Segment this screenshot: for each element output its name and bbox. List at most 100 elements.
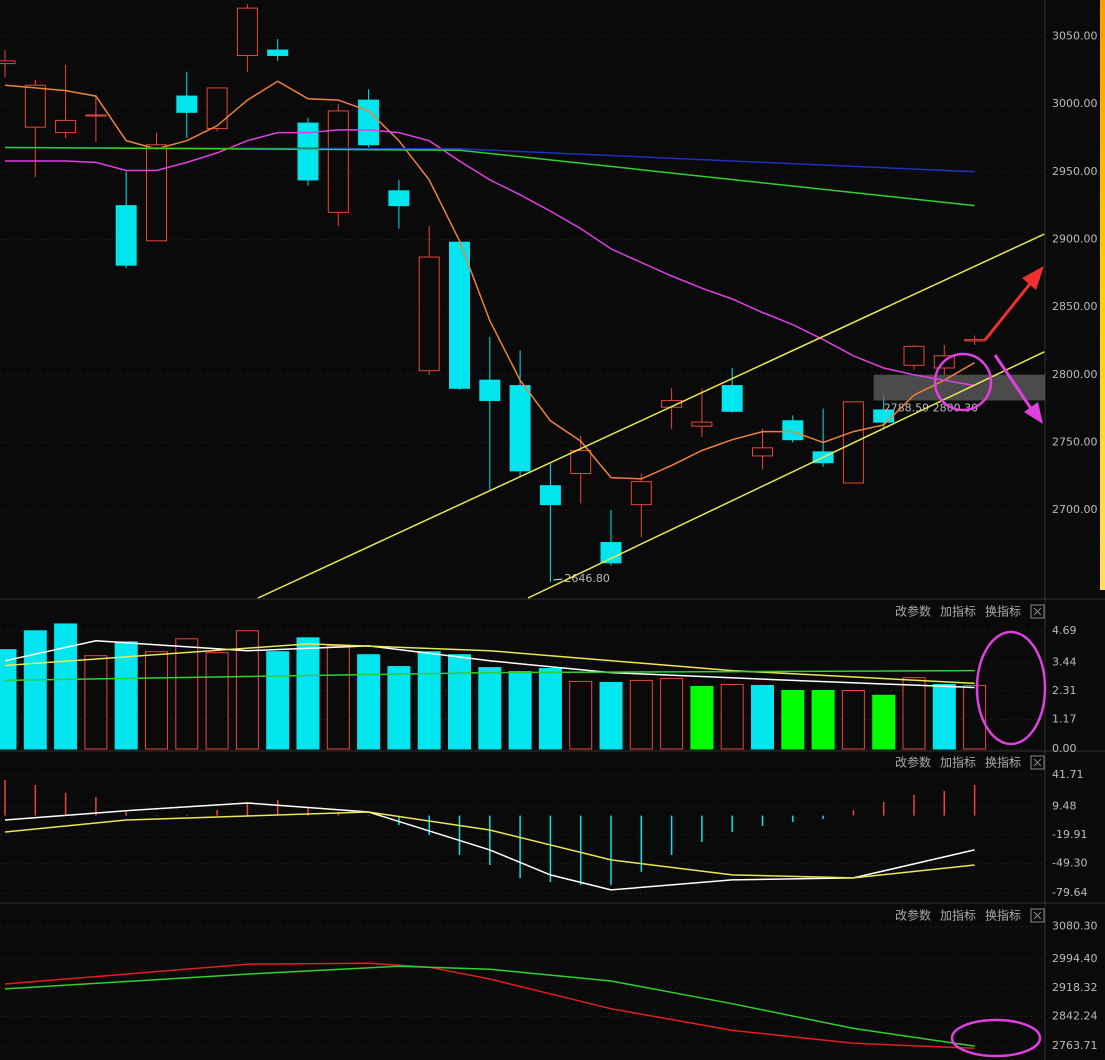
candle-body — [752, 447, 773, 457]
volume-bar — [538, 668, 562, 750]
candle-body — [297, 122, 319, 181]
candle-body — [509, 385, 531, 472]
volume-bar — [175, 638, 199, 750]
volume-bar — [872, 694, 896, 750]
candle-body — [358, 99, 380, 146]
candle-body — [721, 385, 743, 412]
volume-bar — [0, 649, 17, 750]
panel-button: 换指标 — [985, 755, 1021, 770]
volume-bar — [417, 651, 441, 750]
y-tick-label: 2700.00 — [1052, 503, 1098, 516]
candle-body — [115, 205, 137, 266]
panel-button: 加指标 — [940, 755, 976, 770]
candle-body — [479, 379, 501, 401]
candle-body — [176, 95, 198, 113]
volume-bar — [599, 681, 623, 750]
candle-body — [539, 485, 561, 506]
close-button — [1030, 908, 1045, 923]
volume-bar — [235, 630, 259, 750]
close-icon — [1033, 911, 1042, 920]
y-tick-label: 4.69 — [1052, 624, 1077, 637]
line — [257, 233, 1045, 599]
line — [4, 640, 975, 689]
line — [4, 811, 975, 879]
candle-body — [782, 420, 804, 441]
highlight-ellipse — [975, 630, 1047, 746]
volume-bar — [508, 671, 532, 750]
candle-body — [236, 7, 258, 56]
candle-body — [85, 114, 107, 117]
line — [4, 965, 975, 1047]
candle-body — [630, 481, 652, 506]
y-tick-label: 2850.00 — [1052, 300, 1098, 313]
y-tick-label: 3050.00 — [1052, 30, 1098, 43]
volume-bar — [23, 630, 47, 750]
y-tick-label: 2950.00 — [1052, 165, 1098, 178]
volume-bar — [963, 684, 987, 750]
candle-body — [24, 84, 46, 128]
y-tick-label: 2750.00 — [1052, 435, 1098, 448]
arrow-down — [993, 354, 1034, 411]
price-band — [873, 374, 1045, 401]
volume-bar — [478, 667, 502, 750]
marks: 3050.00 3000.00 2950.00 2900.00 2850.00 2800.… — [0, 4, 1098, 1052]
candle-body — [267, 49, 289, 56]
line — [5, 129, 975, 387]
volume-bar — [145, 651, 168, 750]
volume-bar — [902, 677, 926, 750]
candle-body — [903, 345, 925, 366]
volume-bar — [811, 690, 835, 750]
candle-body — [449, 241, 470, 389]
y-tick-label: 2763.71 — [1052, 1039, 1098, 1052]
panel-button: 改参数 — [895, 755, 931, 770]
close-icon — [1033, 758, 1042, 767]
y-tick-label: 9.48 — [1052, 799, 1077, 812]
volume-bar — [205, 652, 229, 750]
y-tick-label: 3080.30 — [1052, 920, 1098, 933]
volume-bar — [751, 684, 774, 750]
line — [4, 669, 975, 682]
y-tick-label: 1.17 — [1052, 713, 1077, 726]
candle-body — [418, 256, 440, 372]
y-tick-label: -49.30 — [1052, 857, 1087, 870]
edge-strip — [1100, 0, 1105, 590]
candle-body — [0, 60, 16, 65]
candle-body — [146, 144, 167, 242]
volume-bar — [84, 655, 108, 750]
low-label: 2646.80 — [564, 572, 610, 585]
panel-button: 改参数 — [895, 908, 931, 923]
candle-body — [388, 190, 410, 207]
panel-button: 换指标 — [985, 604, 1021, 619]
volume-bar — [326, 645, 350, 750]
volume-bar — [296, 637, 320, 750]
close-button — [1030, 755, 1045, 770]
line — [527, 351, 1045, 599]
arrow-head — [1024, 402, 1043, 424]
volume-bar — [448, 654, 471, 750]
candle-body — [55, 119, 77, 134]
low-pointer — [553, 578, 563, 581]
y-tick-label: -79.64 — [1052, 886, 1087, 899]
volume-bar — [266, 651, 290, 750]
volume-bar — [54, 623, 78, 750]
line — [4, 643, 975, 685]
candle-body — [691, 421, 713, 427]
arrow-up — [983, 279, 1035, 341]
y-tick-label: 2842.24 — [1052, 1010, 1098, 1023]
y-tick-label: 2994.40 — [1052, 952, 1098, 965]
volume-bar — [569, 680, 593, 750]
y-tick-label: 0.00 — [1052, 742, 1077, 755]
volume-bar — [932, 683, 956, 750]
line — [4, 962, 975, 1050]
panel-button: 加指标 — [940, 604, 976, 619]
highlight-ellipse — [950, 1018, 1042, 1058]
volume-bar — [660, 677, 684, 750]
y-tick-label: -19.91 — [1052, 828, 1087, 841]
candle-body — [964, 339, 986, 342]
line — [4, 802, 975, 891]
panel-button: 改参数 — [895, 604, 931, 619]
volume-bar — [720, 683, 744, 750]
arrow-head — [1022, 266, 1044, 290]
